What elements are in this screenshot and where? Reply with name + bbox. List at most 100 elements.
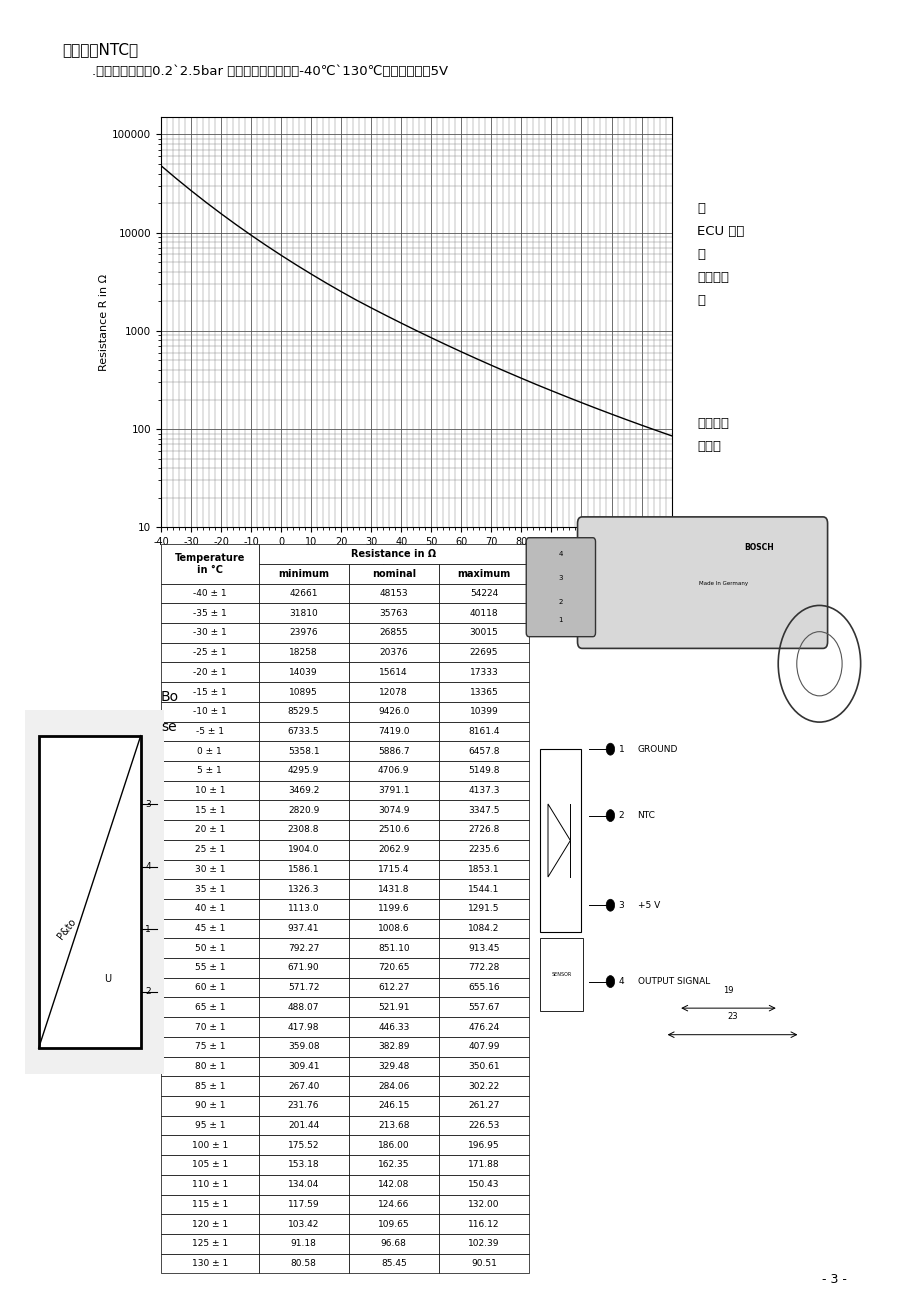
Text: 407.99: 407.99: [468, 1042, 499, 1051]
Text: 2062.9: 2062.9: [378, 845, 409, 854]
Bar: [258, 682, 348, 702]
Bar: [438, 1155, 528, 1174]
Text: 4: 4: [558, 551, 562, 557]
Bar: [438, 801, 528, 820]
Text: 3347.5: 3347.5: [468, 806, 499, 815]
Bar: [258, 603, 348, 624]
Text: 4706.9: 4706.9: [378, 767, 409, 776]
Text: 与
ECU 的连
接
传感器引
脚: 与 ECU 的连 接 传感器引 脚: [697, 202, 743, 307]
Bar: [438, 1135, 528, 1155]
Text: 2: 2: [145, 987, 151, 996]
Bar: [25, 710, 164, 1074]
Text: 4: 4: [145, 862, 151, 871]
Text: 196.95: 196.95: [468, 1141, 499, 1150]
Bar: [258, 1077, 348, 1096]
Bar: [348, 1174, 438, 1194]
Text: 1199.6: 1199.6: [378, 905, 409, 913]
Text: 309.41: 309.41: [288, 1062, 319, 1072]
Circle shape: [606, 900, 614, 911]
Bar: [161, 1057, 258, 1077]
Text: -5 ± 1: -5 ± 1: [196, 727, 223, 736]
Bar: [258, 643, 348, 663]
Bar: [348, 840, 438, 859]
Text: 571.72: 571.72: [288, 983, 319, 992]
Bar: [348, 643, 438, 663]
Bar: [438, 919, 528, 939]
Bar: [161, 721, 258, 741]
Bar: [348, 898, 438, 919]
Bar: [438, 663, 528, 682]
Bar: [161, 624, 258, 643]
Text: 671.90: 671.90: [288, 963, 319, 973]
Text: 913.45: 913.45: [468, 944, 499, 953]
Text: 246.15: 246.15: [378, 1101, 409, 1111]
Bar: [258, 1174, 348, 1194]
Text: 115 ± 1: 115 ± 1: [191, 1200, 228, 1208]
Text: 13365: 13365: [469, 687, 498, 697]
Text: maximum: maximum: [457, 569, 510, 579]
Text: 55 ± 1: 55 ± 1: [194, 963, 225, 973]
Bar: [161, 1215, 258, 1234]
Text: 19: 19: [722, 986, 733, 995]
Bar: [348, 1096, 438, 1116]
Text: NTC: NTC: [637, 811, 654, 820]
Bar: [161, 741, 258, 760]
Text: 1715.4: 1715.4: [378, 865, 409, 874]
Text: se: se: [161, 720, 176, 734]
Bar: [258, 978, 348, 997]
Text: 26855: 26855: [379, 629, 408, 638]
Bar: [348, 663, 438, 682]
Text: 6457.8: 6457.8: [468, 746, 499, 755]
Bar: [438, 624, 528, 643]
Text: nominal: nominal: [371, 569, 415, 579]
Text: 1326.3: 1326.3: [288, 884, 319, 893]
Text: 359.08: 359.08: [288, 1042, 319, 1051]
Bar: [161, 1036, 258, 1057]
Text: 1008.6: 1008.6: [378, 924, 409, 934]
Text: 2308.8: 2308.8: [288, 825, 319, 835]
Bar: [161, 1017, 258, 1036]
Text: 1431.8: 1431.8: [378, 884, 409, 893]
Text: 1: 1: [618, 745, 624, 754]
Bar: [161, 801, 258, 820]
Text: 48153: 48153: [379, 589, 408, 598]
Text: 温度传感
器特性: 温度传感 器特性: [697, 417, 729, 453]
Bar: [161, 544, 258, 583]
Bar: [438, 1215, 528, 1234]
Bar: [161, 1116, 258, 1135]
Bar: [348, 859, 438, 879]
Text: 100 ± 1: 100 ± 1: [191, 1141, 228, 1150]
Bar: [348, 564, 438, 583]
Text: 103.42: 103.42: [288, 1220, 319, 1229]
Bar: [161, 820, 258, 840]
Text: 446.33: 446.33: [378, 1022, 409, 1031]
Bar: [348, 1215, 438, 1234]
Text: 937.41: 937.41: [288, 924, 319, 934]
Text: 302.22: 302.22: [468, 1082, 499, 1091]
Text: 117.59: 117.59: [288, 1200, 319, 1208]
Bar: [258, 919, 348, 939]
Text: 7419.0: 7419.0: [378, 727, 409, 736]
Text: 1544.1: 1544.1: [468, 884, 499, 893]
Text: 15 ± 1: 15 ± 1: [194, 806, 225, 815]
Bar: [348, 624, 438, 643]
Text: 102.39: 102.39: [468, 1240, 499, 1249]
Text: 10399: 10399: [469, 707, 498, 716]
Bar: [348, 1155, 438, 1174]
Text: 8529.5: 8529.5: [288, 707, 319, 716]
Text: 10895: 10895: [289, 687, 318, 697]
Bar: [438, 1057, 528, 1077]
Bar: [438, 997, 528, 1017]
Bar: [161, 859, 258, 879]
Text: 18258: 18258: [289, 648, 318, 658]
Bar: [348, 583, 438, 603]
Text: 720.65: 720.65: [378, 963, 409, 973]
Text: 772.28: 772.28: [468, 963, 499, 973]
Text: 4137.3: 4137.3: [468, 786, 499, 796]
Text: 5886.7: 5886.7: [378, 746, 409, 755]
Text: 2: 2: [558, 599, 562, 605]
Bar: [348, 1116, 438, 1135]
Bar: [258, 1215, 348, 1234]
Text: 130 ± 1: 130 ± 1: [191, 1259, 228, 1268]
Bar: [258, 564, 348, 583]
